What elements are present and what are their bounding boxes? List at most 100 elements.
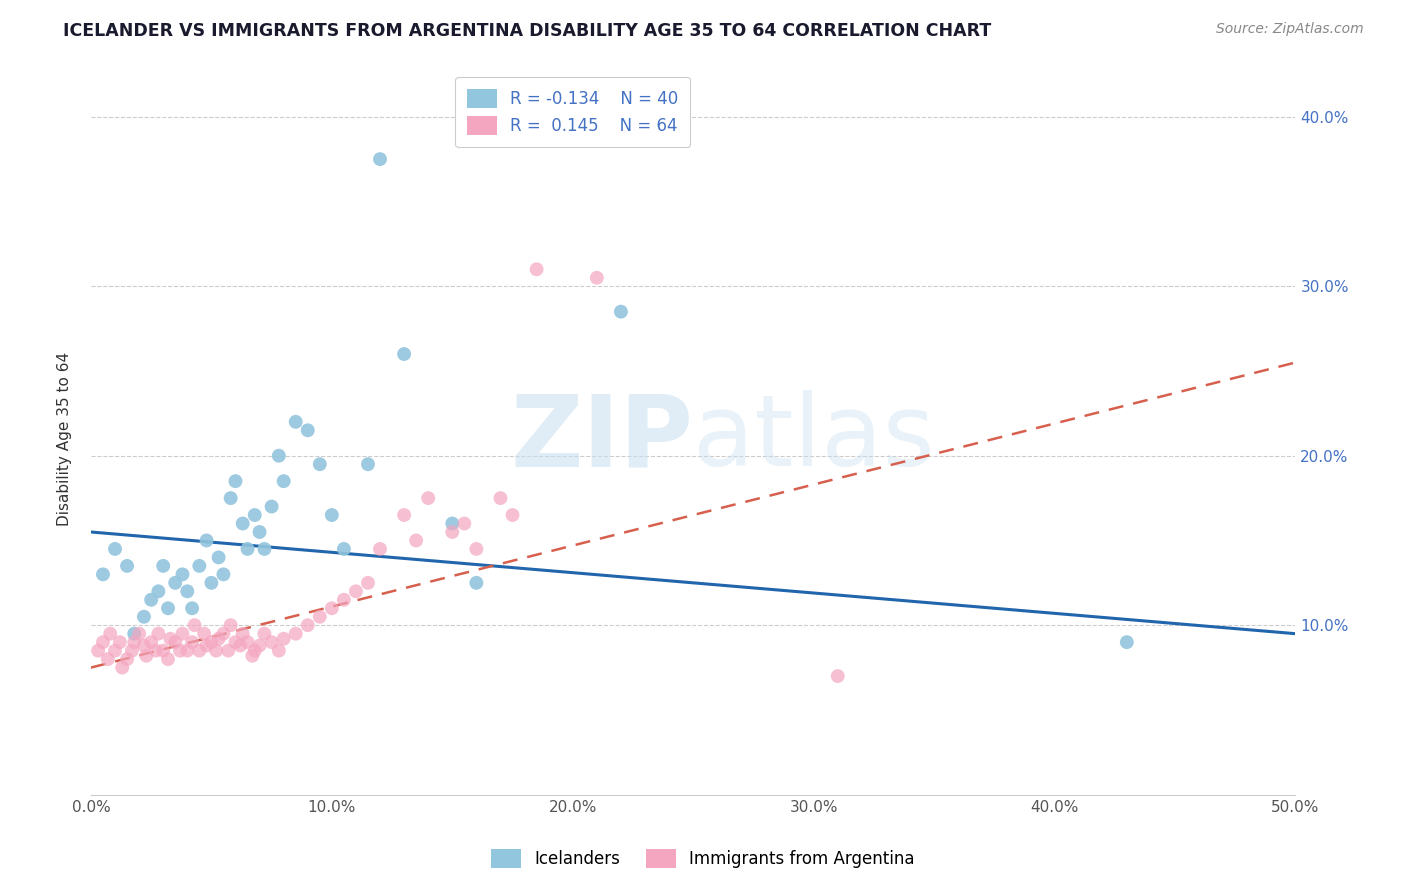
Point — [128, 626, 150, 640]
Point — [104, 643, 127, 657]
Point — [405, 533, 427, 548]
Point — [308, 609, 330, 624]
Point — [141, 635, 163, 649]
Point — [207, 632, 229, 646]
Point — [224, 635, 246, 649]
Point — [172, 626, 194, 640]
Point — [465, 575, 488, 590]
Point — [104, 541, 127, 556]
Point — [159, 632, 181, 646]
Point — [124, 626, 146, 640]
Point — [152, 558, 174, 573]
Point — [418, 491, 440, 505]
Text: ZIP: ZIP — [510, 391, 693, 487]
Point — [392, 347, 415, 361]
Point — [243, 508, 266, 522]
Point — [297, 618, 319, 632]
Point — [91, 567, 114, 582]
Point — [148, 584, 170, 599]
Point — [87, 643, 110, 657]
Point — [176, 584, 198, 599]
Point — [141, 592, 163, 607]
Point — [157, 601, 180, 615]
Point — [111, 660, 134, 674]
Point — [169, 643, 191, 657]
Point — [135, 648, 157, 663]
Point — [188, 558, 211, 573]
Point — [236, 541, 259, 556]
Point — [181, 635, 204, 649]
Point — [441, 524, 464, 539]
Point — [236, 635, 259, 649]
Point — [344, 584, 367, 599]
Point — [91, 635, 114, 649]
Point — [229, 639, 252, 653]
Point — [368, 152, 391, 166]
Point — [115, 558, 138, 573]
Point — [108, 635, 131, 649]
Point — [357, 457, 380, 471]
Point — [200, 635, 222, 649]
Point — [97, 652, 120, 666]
Point — [453, 516, 475, 531]
Point — [441, 516, 464, 531]
Point — [260, 635, 283, 649]
Point — [284, 415, 307, 429]
Legend: Icelanders, Immigrants from Argentina: Icelanders, Immigrants from Argentina — [485, 842, 921, 875]
Point — [284, 626, 307, 640]
Point — [176, 643, 198, 657]
Point — [98, 626, 121, 640]
Point — [132, 639, 155, 653]
Y-axis label: Disability Age 35 to 64: Disability Age 35 to 64 — [58, 351, 72, 525]
Point — [232, 516, 254, 531]
Point — [200, 575, 222, 590]
Point — [368, 541, 391, 556]
Point — [249, 524, 271, 539]
Point — [392, 508, 415, 522]
Point — [165, 575, 187, 590]
Point — [195, 639, 218, 653]
Point — [249, 639, 271, 653]
Point — [827, 669, 849, 683]
Point — [240, 648, 263, 663]
Point — [165, 635, 187, 649]
Text: Source: ZipAtlas.com: Source: ZipAtlas.com — [1216, 22, 1364, 37]
Point — [610, 304, 633, 318]
Point — [195, 533, 218, 548]
Point — [502, 508, 524, 522]
Point — [212, 626, 235, 640]
Point — [253, 626, 276, 640]
Point — [333, 541, 356, 556]
Point — [193, 626, 215, 640]
Point — [205, 643, 228, 657]
Point — [1115, 635, 1137, 649]
Point — [260, 500, 283, 514]
Point — [585, 270, 607, 285]
Point — [224, 474, 246, 488]
Point — [212, 567, 235, 582]
Point — [232, 626, 254, 640]
Point — [489, 491, 512, 505]
Point — [183, 618, 205, 632]
Point — [308, 457, 330, 471]
Point — [321, 601, 343, 615]
Point — [357, 575, 380, 590]
Point — [267, 449, 290, 463]
Point — [115, 652, 138, 666]
Point — [152, 643, 174, 657]
Point — [297, 423, 319, 437]
Point — [217, 643, 239, 657]
Point — [188, 643, 211, 657]
Point — [219, 618, 242, 632]
Legend: R = -0.134    N = 40, R =  0.145    N = 64: R = -0.134 N = 40, R = 0.145 N = 64 — [456, 77, 690, 147]
Point — [124, 635, 146, 649]
Text: atlas: atlas — [693, 391, 935, 487]
Point — [333, 592, 356, 607]
Point — [243, 643, 266, 657]
Point — [465, 541, 488, 556]
Point — [253, 541, 276, 556]
Point — [172, 567, 194, 582]
Point — [267, 643, 290, 657]
Point — [132, 609, 155, 624]
Point — [145, 643, 167, 657]
